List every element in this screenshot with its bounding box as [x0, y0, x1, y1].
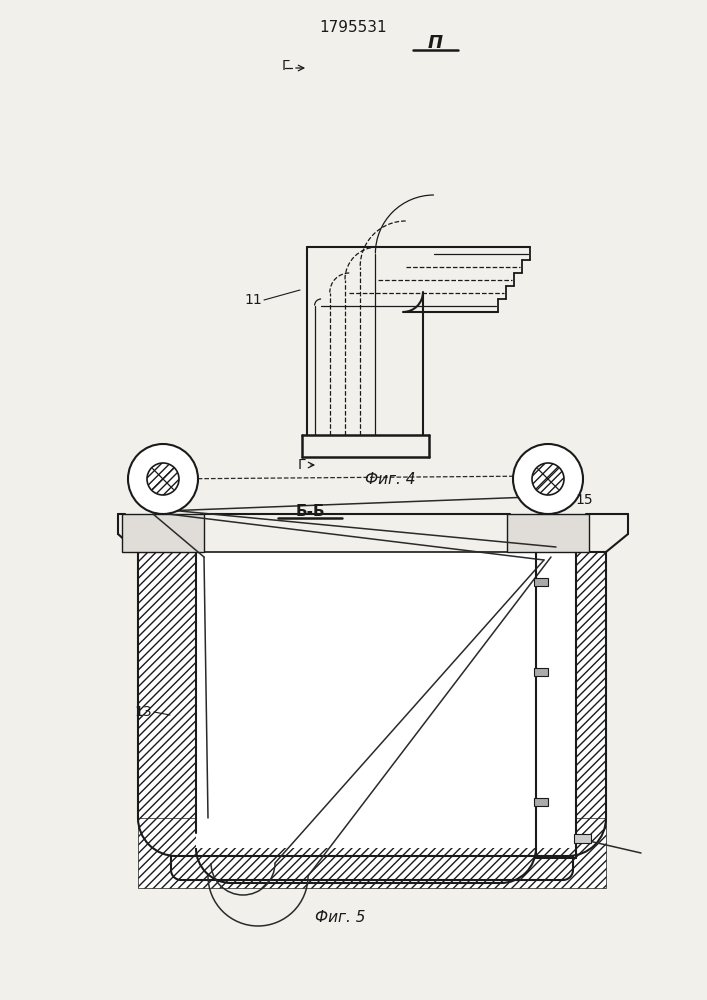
Text: Π: Π [428, 34, 443, 52]
Polygon shape [534, 668, 548, 676]
Text: Фиг. 5: Фиг. 5 [315, 910, 366, 926]
Polygon shape [534, 578, 548, 586]
Text: Б-Б: Б-Б [296, 504, 325, 520]
Polygon shape [138, 818, 606, 888]
Polygon shape [536, 552, 576, 858]
Polygon shape [534, 798, 548, 806]
Polygon shape [574, 834, 591, 843]
Text: 13: 13 [134, 705, 152, 719]
Circle shape [532, 463, 564, 495]
Text: 11: 11 [244, 293, 262, 307]
Polygon shape [576, 552, 606, 833]
Circle shape [128, 444, 198, 514]
Text: Фиг. 4: Фиг. 4 [365, 473, 415, 488]
Text: 15: 15 [575, 493, 592, 507]
Polygon shape [138, 552, 196, 833]
Text: Г: Г [281, 59, 290, 73]
Circle shape [147, 463, 179, 495]
Polygon shape [507, 514, 589, 552]
Text: 1795531: 1795531 [319, 20, 387, 35]
Text: Г: Г [298, 458, 306, 472]
Polygon shape [122, 514, 204, 552]
Circle shape [513, 444, 583, 514]
Polygon shape [196, 552, 576, 848]
